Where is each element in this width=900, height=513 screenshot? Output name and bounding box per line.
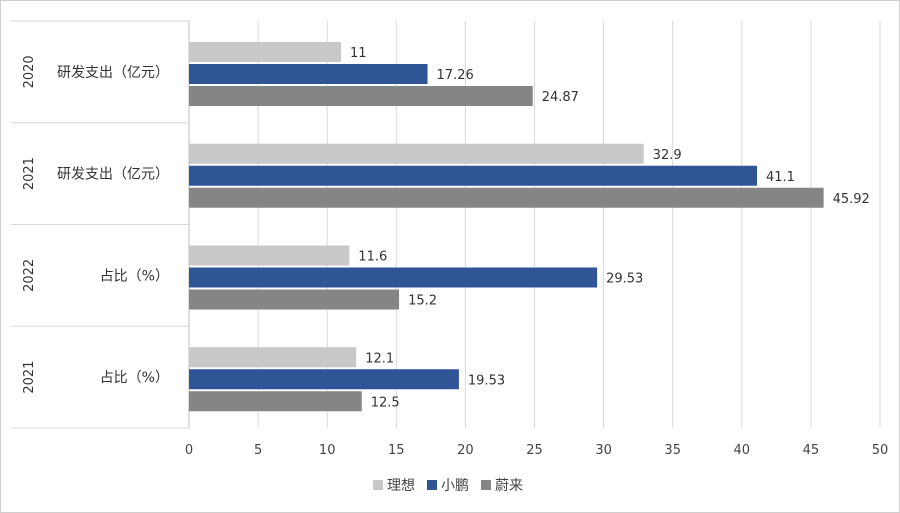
x-tick-label: 35 <box>664 443 681 458</box>
year-label: 2021 <box>22 361 37 394</box>
category-label: 占比（%） <box>100 370 169 386</box>
year-label: 2021 <box>22 157 37 190</box>
data-label: 45.92 <box>833 192 870 207</box>
data-label: 19.53 <box>468 373 505 388</box>
x-tick-label: 20 <box>457 443 474 458</box>
data-label: 24.87 <box>542 90 579 105</box>
data-label: 11.6 <box>358 250 387 265</box>
x-tick-label: 0 <box>185 443 193 458</box>
category-label: 研发支出（亿元） <box>57 167 169 183</box>
year-label: 2022 <box>22 259 37 292</box>
bar <box>189 289 400 310</box>
x-tick-label: 30 <box>595 443 612 458</box>
x-tick-label: 10 <box>319 443 336 458</box>
bar <box>189 64 428 84</box>
bar <box>189 267 598 288</box>
bar <box>189 42 342 62</box>
data-label: 12.1 <box>365 351 394 366</box>
data-label: 17.26 <box>437 68 474 83</box>
legend-swatch <box>481 480 491 490</box>
data-label: 15.2 <box>408 294 437 309</box>
data-label: 41.1 <box>766 170 795 185</box>
x-tick-label: 40 <box>734 443 751 458</box>
bar <box>189 369 459 390</box>
bar <box>189 143 644 164</box>
data-label: 11 <box>350 46 367 61</box>
x-tick-label: 5 <box>254 443 262 458</box>
x-tick-label: 25 <box>526 443 543 458</box>
bar <box>189 245 350 266</box>
year-label: 2020 <box>22 55 37 88</box>
bar <box>189 187 824 208</box>
legend-label: 理想 <box>387 478 415 494</box>
bar <box>189 165 758 186</box>
x-tick-label: 15 <box>388 443 405 458</box>
legend-swatch <box>427 480 437 490</box>
category-label: 研发支出（亿元） <box>57 65 169 81</box>
legend-label: 小鹏 <box>441 478 469 494</box>
data-label: 29.53 <box>606 272 643 287</box>
category-label: 占比（%） <box>100 268 169 284</box>
legend-label: 蔚来 <box>495 478 523 494</box>
bar <box>189 391 362 412</box>
legend-swatch <box>373 480 383 490</box>
data-label: 32.9 <box>653 148 682 163</box>
x-tick-label: 50 <box>872 443 889 458</box>
data-label: 12.5 <box>371 395 400 410</box>
bar <box>189 347 357 368</box>
bar <box>189 86 533 106</box>
x-tick-label: 45 <box>803 443 820 458</box>
